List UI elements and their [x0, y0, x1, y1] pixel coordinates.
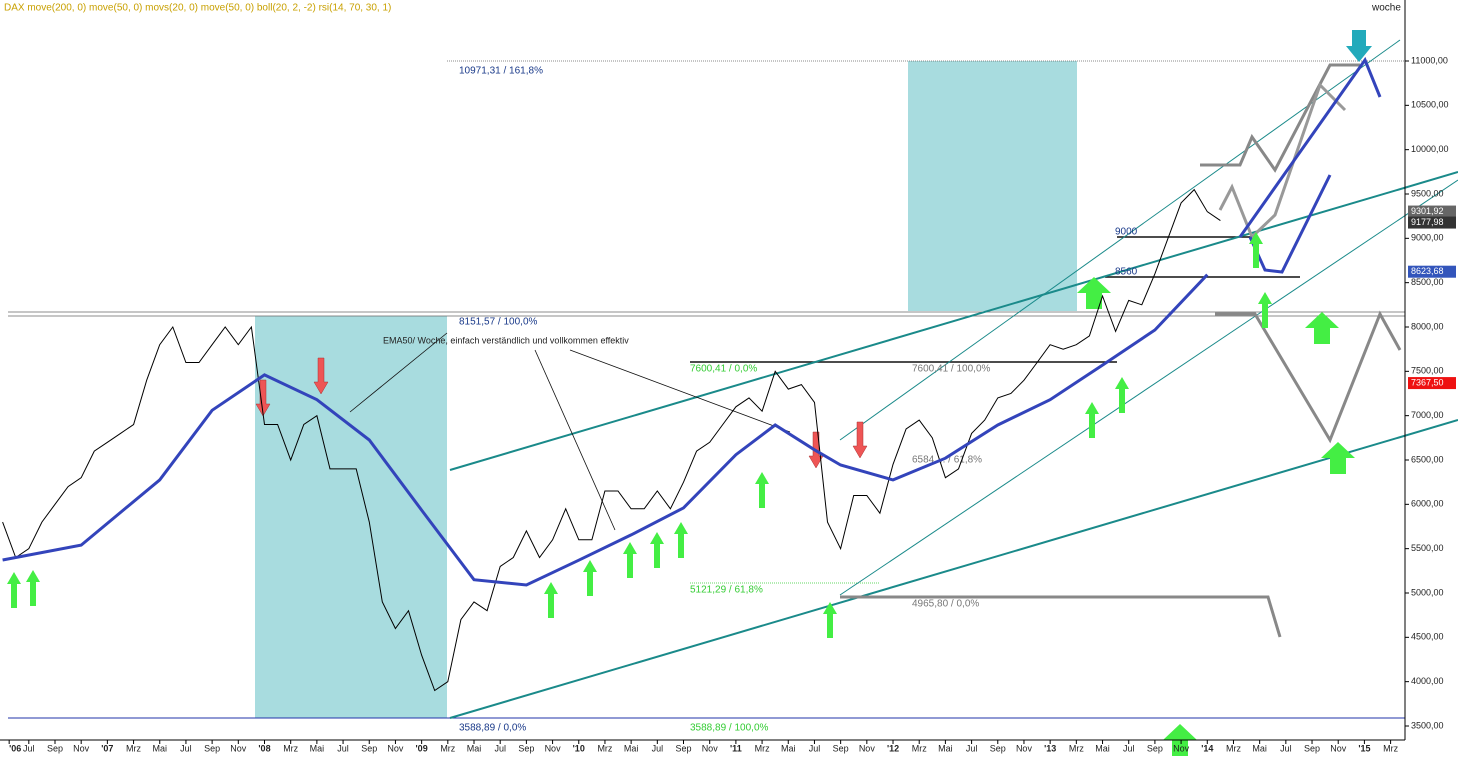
price-tag: [1408, 377, 1456, 390]
y-tick-label: 7000,00: [1411, 410, 1444, 420]
y-tick-label: 4500,00: [1411, 632, 1444, 642]
x-tick-label: '06: [9, 743, 21, 753]
period: woche: [1371, 3, 1401, 14]
x-tick-label: Mrz: [126, 743, 141, 753]
x-tick-label: Jul: [1123, 743, 1135, 753]
x-tick-label: Mrz: [912, 743, 927, 753]
x-tick-label: Jul: [809, 743, 821, 753]
x-tick-label: '07: [101, 743, 113, 753]
y-tick-label: 5000,00: [1411, 587, 1444, 597]
x-tick-label: Mai: [152, 743, 167, 753]
x-tick-label: Nov: [1330, 743, 1347, 753]
x-tick-label: Sep: [47, 743, 63, 753]
y-tick-label: 8000,00: [1411, 321, 1444, 331]
x-tick-label: Sep: [204, 743, 220, 753]
x-tick-label: Jul: [180, 743, 192, 753]
y-tick-label: 4000,00: [1411, 676, 1444, 686]
x-tick-label: Mrz: [440, 743, 455, 753]
y-tick-label: 11000,00: [1411, 55, 1448, 65]
x-tick-label: Sep: [676, 743, 692, 753]
price-tag-label: 8623,68: [1411, 266, 1444, 276]
fib-label: 3588,89 / 100,0%: [690, 723, 769, 734]
x-tick-label: Mai: [781, 743, 796, 753]
x-tick-label: Nov: [545, 743, 562, 753]
fib-label: 6584,... / 61,8%: [912, 455, 982, 466]
price-tag: [1408, 205, 1456, 218]
x-tick-label: '08: [258, 743, 270, 753]
x-tick-label: Jul: [23, 743, 35, 753]
y-tick-label: 5500,00: [1411, 543, 1444, 553]
zone: [255, 316, 447, 718]
y-tick-label: 6500,00: [1411, 454, 1444, 464]
annotations: 10971,31 / 161,8% 8151,57 / 100,0% 3588,…: [383, 66, 1138, 734]
fib-label: 8151,57 / 100,0%: [459, 317, 538, 328]
y-tick-label: 8500,00: [1411, 277, 1444, 287]
x-tick-label: Sep: [1304, 743, 1320, 753]
y-tick-label: 6000,00: [1411, 499, 1444, 509]
x-tick-label: '15: [1358, 743, 1370, 753]
x-tick-label: Nov: [1173, 743, 1190, 753]
x-tick-label: Nov: [1016, 743, 1033, 753]
note: EMA50/ Woche, einfach verständlich und v…: [383, 335, 629, 345]
level-label: 8560: [1115, 267, 1138, 278]
x-tick-label: Nov: [73, 743, 90, 753]
x-tick-label: Jul: [966, 743, 978, 753]
x-tick-label: Nov: [702, 743, 719, 753]
x-tick-label: Nov: [859, 743, 876, 753]
x-tick-label: Sep: [990, 743, 1006, 753]
x-tick-label: Mai: [1252, 743, 1267, 753]
fib-label: 3588,89 / 0,0%: [459, 723, 526, 734]
fib-label: 4965,80 / 0,0%: [912, 599, 979, 610]
x-tick-label: '14: [1201, 743, 1213, 753]
y-tick-label: 7500,00: [1411, 366, 1444, 376]
fib-label: 7600,41 / 100,0%: [912, 364, 991, 375]
fib-label: 10971,31 / 161,8%: [459, 66, 543, 77]
fib-label: 5121,29 / 61,8%: [690, 585, 763, 596]
x-tick-label: Mrz: [1383, 743, 1398, 753]
y-tick-label: 10000,00: [1411, 144, 1449, 154]
x-tick-label: Mai: [1095, 743, 1110, 753]
price-tag-label: 9301,92: [1411, 206, 1444, 216]
series-line: [2, 273, 1209, 587]
y-tick-label: 10500,00: [1411, 100, 1449, 110]
fib-label: 7600,41 / 0,0%: [690, 364, 757, 375]
y-tick-label: 9000,00: [1411, 233, 1444, 243]
x-tick-label: Mai: [938, 743, 953, 753]
x-tick-label: Jul: [494, 743, 506, 753]
drawings: [7, 30, 1458, 756]
x-tick-label: Jul: [337, 743, 349, 753]
x-tick-label: '10: [573, 743, 585, 753]
series-line: [2, 188, 1221, 692]
x-tick-label: '13: [1044, 743, 1056, 753]
price-tag: [1408, 216, 1456, 229]
price-tag: [1408, 265, 1456, 278]
x-tick-label: Jul: [652, 743, 664, 753]
y-tick-label: 3500,00: [1411, 720, 1444, 730]
x-tick-label: '12: [887, 743, 899, 753]
x-tick-label: Mrz: [755, 743, 770, 753]
x-tick-label: Sep: [833, 743, 849, 753]
x-tick-label: '09: [416, 743, 428, 753]
y-tick-label: 9500,00: [1411, 188, 1444, 198]
x-tick-label: Sep: [361, 743, 377, 753]
x-tick-label: Mrz: [597, 743, 612, 753]
price-tag-label: 9177,98: [1411, 217, 1444, 227]
price-tag-label: 7367,50: [1411, 377, 1444, 387]
x-tick-label: '11: [730, 743, 742, 753]
zone: [908, 61, 1077, 311]
x-tick-label: Mai: [310, 743, 325, 753]
x-tick-label: Sep: [1147, 743, 1163, 753]
x-tick-label: Nov: [387, 743, 404, 753]
x-tick-label: Sep: [518, 743, 534, 753]
x-tick-label: Mrz: [283, 743, 298, 753]
x-tick-label: Nov: [230, 743, 247, 753]
chart-title: DAX move(200, 0) move(50, 0) movs(20, 0)…: [4, 3, 391, 14]
x-tick-label: Mrz: [1226, 743, 1241, 753]
x-tick-label: Mai: [624, 743, 639, 753]
x-tick-label: Jul: [1280, 743, 1292, 753]
x-tick-label: Mai: [467, 743, 482, 753]
x-tick-label: Mrz: [1069, 743, 1084, 753]
level-label: 9000: [1115, 227, 1138, 238]
